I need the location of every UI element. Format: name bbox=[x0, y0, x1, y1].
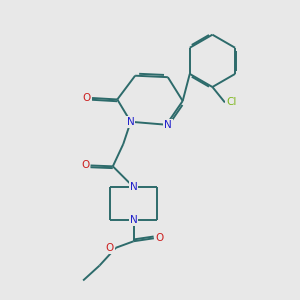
Text: N: N bbox=[130, 215, 137, 225]
Text: N: N bbox=[130, 182, 137, 192]
Text: Cl: Cl bbox=[226, 98, 237, 107]
Text: O: O bbox=[106, 243, 114, 253]
Text: O: O bbox=[81, 160, 89, 170]
Text: O: O bbox=[156, 233, 164, 243]
Text: N: N bbox=[164, 120, 172, 130]
Text: O: O bbox=[82, 93, 91, 103]
Text: N: N bbox=[127, 117, 135, 127]
